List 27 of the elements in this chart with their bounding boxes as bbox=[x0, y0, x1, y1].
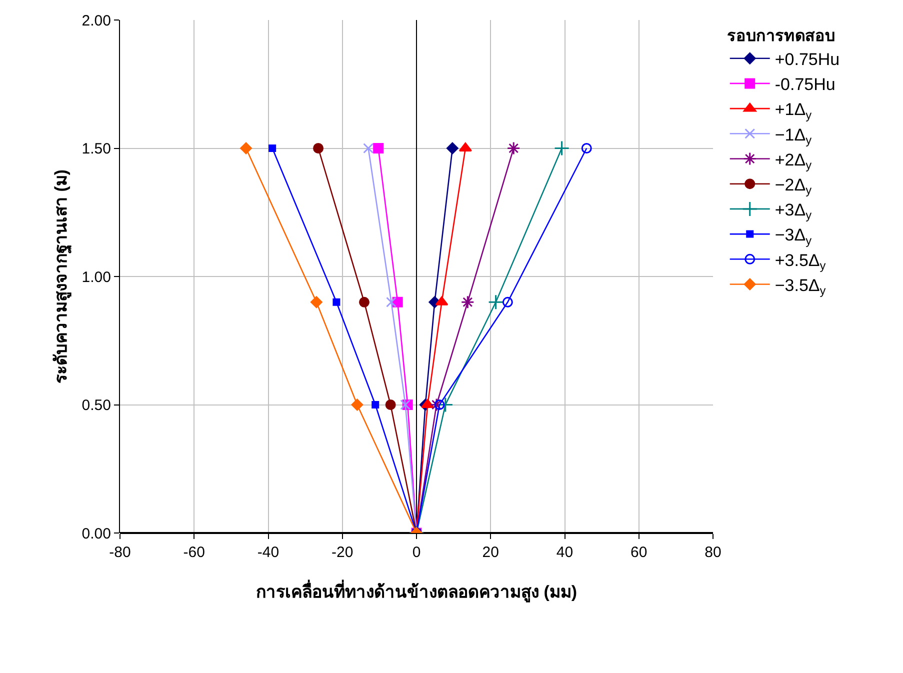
x-tick-label: -80 bbox=[109, 544, 131, 561]
x-axis-title: การเคลื่อนที่ทางด้านข้างตลอดความสูง (มม) bbox=[256, 579, 578, 604]
legend-label: +1Δ$_{y}$ bbox=[774, 100, 812, 122]
y-tick-label: 1.00 bbox=[82, 268, 111, 286]
legend-label: −3.5Δ$_{y}$ bbox=[774, 276, 826, 298]
x-tick-label: 0 bbox=[412, 544, 421, 561]
y-tick-label: 1.50 bbox=[82, 140, 111, 158]
y-tick-label: 0.50 bbox=[82, 397, 111, 414]
x-tick-label: 60 bbox=[630, 544, 648, 561]
legend-title: รอบการทดสอบ bbox=[726, 28, 835, 45]
x-tick-label: -60 bbox=[183, 544, 205, 561]
x-tick-label: 20 bbox=[482, 544, 499, 561]
y-tick-label: 0.00 bbox=[82, 525, 111, 542]
y-tick-label: 2.00 bbox=[82, 12, 111, 30]
x-tick-label: -40 bbox=[257, 544, 280, 561]
legend-label: +2Δ$_{y}$ bbox=[774, 150, 812, 172]
x-tick-label: 80 bbox=[704, 544, 722, 561]
x-tick-label: -20 bbox=[332, 544, 354, 561]
x-tick-label: 40 bbox=[556, 544, 574, 561]
legend-label: +0.75Hu bbox=[774, 50, 840, 69]
legend-label: −3Δ$_{y}$ bbox=[774, 226, 812, 248]
legend-label: −1Δ$_{y}$ bbox=[774, 125, 812, 147]
legend-label: +3Δ$_{y}$ bbox=[774, 200, 812, 222]
legend-label: -0.75Hu bbox=[774, 75, 836, 94]
legend-label: +3.5Δ$_{y}$ bbox=[774, 250, 826, 272]
y-axis-title: ระดับความสูงจากฐานเสา (ม) bbox=[51, 169, 72, 384]
legend-label: −2Δ$_{y}$ bbox=[774, 175, 812, 198]
